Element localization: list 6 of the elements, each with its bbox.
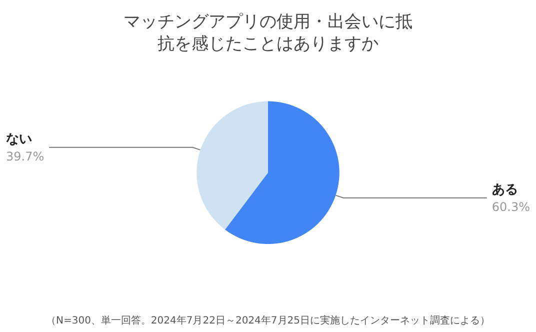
data-label: 39.7% [6,149,44,164]
text: （N=300、単一回答。2024年7月22日～2024年7月25日に実施したインターネット調査による） [46,314,490,326]
slice-label: ある [492,182,518,198]
chart-title: マッチングアプリの使用・出会いに抵抗を感じたことはありますか [124,12,412,54]
data-label: 60.3% [492,200,530,214]
slice-label: ない [6,132,32,147]
